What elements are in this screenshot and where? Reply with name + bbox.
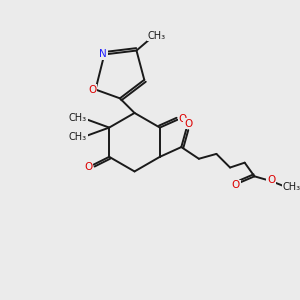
Text: O: O <box>232 180 240 190</box>
Text: O: O <box>85 162 93 172</box>
Text: CH₃: CH₃ <box>69 132 87 142</box>
Text: N: N <box>100 50 107 59</box>
Text: O: O <box>88 85 97 94</box>
Text: CH₃: CH₃ <box>69 113 87 123</box>
Text: CH₃: CH₃ <box>148 31 166 41</box>
Text: CH₃: CH₃ <box>282 182 300 192</box>
Text: O: O <box>184 119 192 129</box>
Text: O: O <box>178 114 186 124</box>
Text: O: O <box>267 175 275 185</box>
